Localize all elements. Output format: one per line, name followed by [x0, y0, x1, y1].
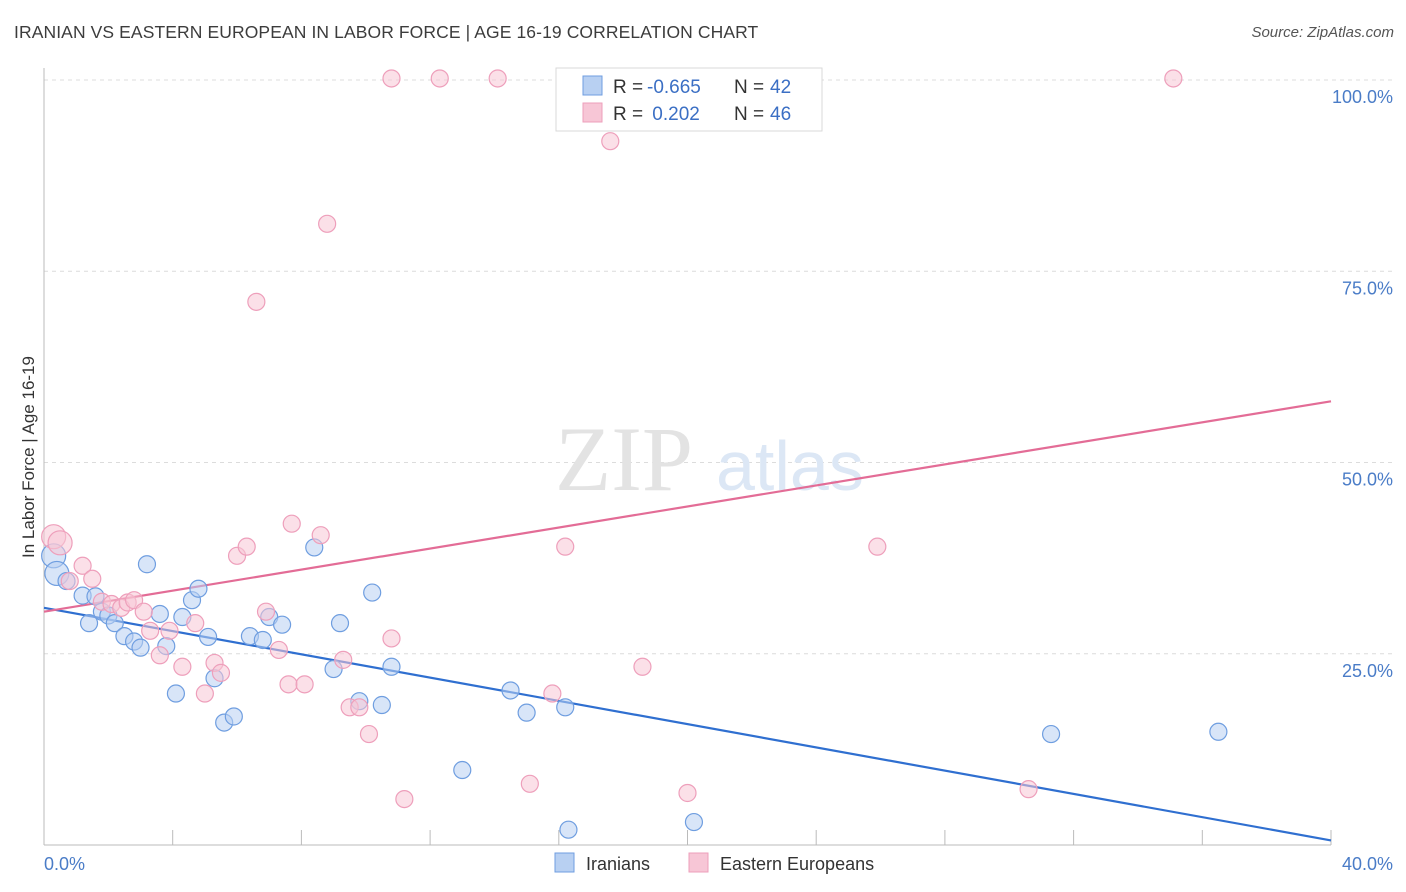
y-tick-label-50: 50.0%	[1342, 470, 1393, 490]
iranian-point	[189, 579, 208, 598]
iranian-point	[253, 630, 272, 650]
eastern-european-point	[633, 657, 652, 676]
legend-n-value-2: 46	[770, 104, 791, 125]
iranian-point	[166, 684, 186, 703]
eastern-european-point	[150, 646, 169, 665]
legend-swatch-eastern-europeans	[582, 102, 603, 123]
eastern-european-point	[237, 537, 256, 556]
eastern-european-point	[334, 650, 353, 669]
eastern-european-point	[73, 556, 92, 575]
eastern-european-point	[279, 675, 298, 694]
series-legend-swatch-iranians	[554, 852, 575, 873]
eastern-european-point	[488, 69, 507, 88]
x-tick-label-min: 0.0%	[44, 854, 85, 874]
eastern-european-point	[556, 537, 575, 556]
iranian-point	[330, 614, 350, 633]
iranian-point	[1209, 722, 1228, 741]
legend-n-label-2: N =	[734, 104, 764, 125]
eastern-european-point	[601, 132, 620, 151]
correlation-legend: R = -0.665 N = 42 R = 0.202 N = 46	[555, 67, 823, 132]
legend-r-value-1: -0.665	[647, 77, 701, 98]
eastern-european-point	[141, 621, 160, 640]
eastern-european-point	[195, 684, 214, 703]
eastern-european-point	[868, 537, 887, 556]
legend-n-label-1: N =	[734, 77, 764, 98]
data-points	[41, 69, 1228, 839]
eastern-european-point	[311, 526, 330, 545]
watermark-atlas: atlas	[716, 427, 864, 505]
y-tick-labels: 25.0% 50.0% 75.0% 100.0%	[1332, 87, 1393, 681]
trend-line-eastern-europeans	[43, 400, 1332, 613]
eastern-european-point	[1164, 69, 1183, 88]
legend-swatch-iranians	[582, 75, 603, 96]
eastern-european-point	[269, 640, 288, 660]
iranian-point	[382, 657, 401, 676]
legend-r-value-2: 0.202	[647, 104, 700, 125]
x-axis-ticks	[43, 830, 1332, 845]
iranian-point	[559, 820, 578, 839]
iranian-point	[363, 583, 382, 602]
iranian-point	[501, 681, 520, 700]
iranian-point	[372, 695, 391, 715]
eastern-european-point	[318, 214, 337, 233]
iranian-point	[453, 760, 472, 780]
iranian-point	[105, 614, 124, 633]
y-tick-label-25: 25.0%	[1342, 661, 1393, 681]
eastern-european-point	[282, 514, 301, 533]
x-tick-label-max: 40.0%	[1342, 854, 1393, 874]
chart-source: Source: ZipAtlas.com	[1251, 24, 1394, 41]
eastern-european-point	[350, 698, 369, 717]
legend-r-label-2: R =	[613, 104, 643, 125]
iranian-point	[1041, 724, 1061, 744]
iranian-point	[150, 604, 169, 624]
series-legend-label-iranians: Iranians	[586, 854, 650, 874]
iranian-point	[224, 707, 243, 726]
eastern-european-point	[134, 602, 153, 621]
eastern-european-point	[247, 292, 266, 311]
iranian-point	[79, 614, 99, 633]
eastern-european-point	[382, 629, 401, 648]
iranian-point	[198, 627, 218, 647]
watermark-zip: ZIP	[555, 408, 693, 510]
iranian-point	[684, 812, 704, 832]
iranian-point	[137, 555, 157, 574]
eastern-european-point	[47, 530, 73, 556]
eastern-european-point	[256, 602, 276, 621]
eastern-european-point	[173, 657, 192, 676]
legend-r-label-1: R =	[613, 77, 643, 98]
y-axis-title: In Labor Force | Age 16-19	[19, 356, 38, 558]
eastern-european-point	[678, 783, 697, 803]
eastern-european-point	[543, 684, 562, 703]
eastern-european-point	[186, 614, 205, 633]
series-legend-swatch-eastern-europeans	[688, 852, 709, 873]
eastern-european-point	[359, 724, 379, 744]
iranian-point	[517, 703, 536, 722]
eastern-european-point	[382, 69, 401, 88]
eastern-european-point	[430, 69, 449, 88]
series-legend: Iranians Eastern Europeans	[554, 852, 874, 874]
eastern-european-point	[160, 621, 179, 640]
eastern-european-point	[60, 571, 79, 591]
eastern-european-point	[211, 663, 231, 682]
iranian-point	[556, 698, 575, 717]
chart-title: IRANIAN VS EASTERN EUROPEAN IN LABOR FOR…	[14, 22, 759, 42]
y-tick-label-100: 100.0%	[1332, 87, 1393, 107]
eastern-european-point	[395, 789, 414, 809]
iranian-point	[272, 615, 292, 634]
eastern-european-point	[520, 774, 539, 793]
eastern-european-point	[295, 675, 314, 694]
legend-n-value-1: 42	[770, 77, 791, 98]
iranian-point	[131, 638, 150, 657]
eastern-european-point	[1019, 780, 1038, 799]
series-legend-label-eastern-europeans: Eastern Europeans	[720, 854, 874, 874]
eastern-european-point	[83, 569, 102, 588]
gridlines	[44, 79, 1393, 655]
y-tick-label-75: 75.0%	[1342, 278, 1393, 298]
